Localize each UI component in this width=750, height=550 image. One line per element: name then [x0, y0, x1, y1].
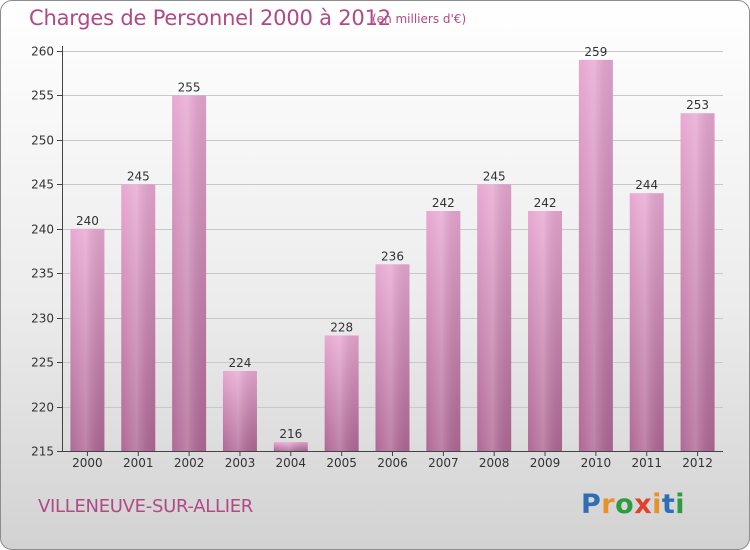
bar-shine: [375, 264, 410, 451]
data-label: 253: [686, 98, 709, 112]
x-tick-label: 2011: [631, 456, 662, 470]
labels: 215 220 225 230 235 240 245 250 255 260 240 2000 245…: [31, 45, 713, 471]
x-tick-label: 2012: [682, 456, 713, 470]
axes: [57, 46, 723, 456]
data-label: 240: [76, 214, 99, 228]
x-tick-label: 2003: [225, 456, 256, 470]
data-label: 216: [279, 427, 302, 441]
bars: [70, 59, 715, 452]
chart-subtitle: (en milliers d'€): [372, 12, 467, 26]
bar-shine: [172, 95, 207, 451]
bar-shine: [477, 184, 512, 452]
y-tick-label: 230: [31, 312, 54, 326]
bar-shine: [70, 228, 105, 451]
y-tick-label: 235: [31, 267, 54, 281]
x-tick-label: 2006: [377, 456, 408, 470]
logo-letter: r: [601, 489, 616, 520]
data-label: 228: [330, 320, 353, 334]
x-tick-label: 2002: [174, 456, 205, 470]
data-label: 242: [534, 196, 557, 210]
logo-letter: x: [634, 489, 653, 520]
bar-shine: [528, 211, 563, 451]
bar-shine: [121, 184, 156, 452]
x-tick-label: 2007: [428, 456, 459, 470]
y-tick-label: 245: [31, 178, 54, 192]
chart-title: Charges de Personnel 2000 à 2012: [29, 6, 391, 30]
bar-shine: [324, 335, 359, 451]
data-label: 245: [483, 169, 506, 183]
y-tick-label: 255: [31, 89, 54, 103]
x-tick-label: 2001: [123, 456, 154, 470]
x-tick-label: 2008: [479, 456, 510, 470]
data-label: 259: [584, 45, 607, 59]
logo-letter: o: [615, 489, 635, 520]
logo-letter: i: [652, 489, 662, 520]
y-tick-label: 240: [31, 223, 54, 237]
bar-shine: [426, 211, 461, 451]
y-tick-label: 260: [31, 45, 54, 59]
bar-shine: [680, 113, 715, 451]
x-tick-label: 2009: [530, 456, 561, 470]
bar-shine: [222, 371, 257, 451]
bar-shine: [273, 442, 308, 451]
data-label: 236: [381, 249, 404, 263]
logo-letter: t: [661, 489, 676, 520]
data-label: 242: [432, 196, 455, 210]
bar-shine: [629, 193, 664, 451]
x-tick-label: 2010: [581, 456, 612, 470]
y-tick-label: 220: [31, 401, 54, 415]
y-tick-label: 225: [31, 356, 54, 370]
data-label: 245: [127, 169, 150, 183]
logo-letter: i: [675, 489, 686, 520]
x-tick-label: 2004: [276, 456, 307, 470]
bar-shine: [578, 59, 613, 452]
data-label: 244: [635, 178, 658, 192]
proxiti-logo: Proxiti: [581, 489, 685, 520]
city-name: VILLENEUVE-SUR-ALLIER: [38, 496, 253, 517]
data-label: 255: [178, 80, 201, 94]
x-tick-label: 2005: [326, 456, 357, 470]
x-tick-label: 2000: [72, 456, 103, 470]
y-tick-label: 250: [31, 134, 54, 148]
y-tick-label: 215: [31, 445, 54, 459]
data-label: 224: [229, 356, 252, 370]
logo-letter: P: [581, 489, 602, 520]
